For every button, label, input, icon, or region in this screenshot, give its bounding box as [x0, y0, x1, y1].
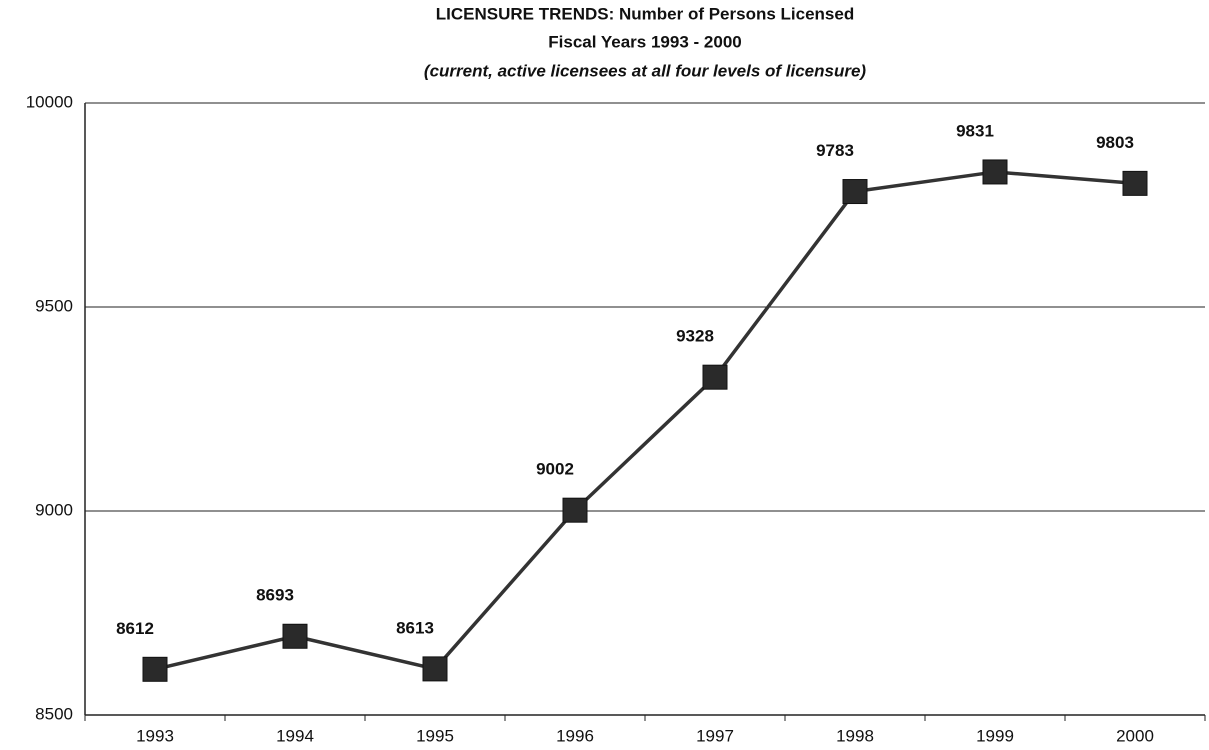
y-tick-label: 9000: [35, 500, 73, 519]
x-tick-label: 1993: [136, 726, 174, 745]
x-tick-label: 1997: [696, 726, 734, 745]
data-label: 9002: [536, 460, 574, 479]
chart-annotation: (current, active licensees at all four l…: [424, 61, 867, 80]
data-label: 9783: [816, 141, 854, 160]
chart-subtitle: Fiscal Years 1993 - 2000: [548, 32, 741, 51]
marker: [422, 656, 448, 682]
marker: [562, 497, 588, 523]
data-label: 8613: [396, 618, 434, 637]
y-tick-label: 10000: [26, 92, 73, 111]
x-tick-label: 1995: [416, 726, 454, 745]
marker: [702, 364, 728, 390]
x-tick-label: 2000: [1116, 726, 1154, 745]
y-tick-label: 9500: [35, 296, 73, 315]
marker: [282, 623, 308, 649]
marker: [982, 159, 1008, 185]
marker: [1122, 170, 1148, 196]
data-label: 8612: [116, 619, 154, 638]
x-tick-label: 1999: [976, 726, 1014, 745]
data-label: 9803: [1096, 133, 1134, 152]
marker: [142, 656, 168, 682]
data-label: 8693: [256, 586, 294, 605]
x-tick-label: 1996: [556, 726, 594, 745]
data-label: 9328: [676, 327, 714, 346]
data-label: 9831: [956, 121, 994, 140]
data-line: [154, 170, 1136, 672]
y-tick-label: 8500: [35, 704, 73, 723]
marker: [842, 179, 868, 205]
x-tick-label: 1994: [276, 726, 314, 745]
chart-title: LICENSURE TRENDS: Number of Persons Lice…: [436, 4, 854, 23]
x-tick-label: 1998: [836, 726, 874, 745]
